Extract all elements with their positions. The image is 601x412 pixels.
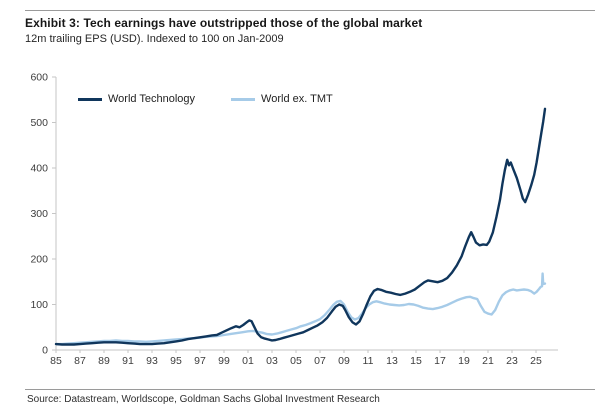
y-tick-label: 600 [30, 72, 48, 84]
legend-label-world-technology: World Technology [108, 93, 196, 105]
legend-item-world-technology: World Technology [78, 93, 195, 105]
exhibit-title: Exhibit 3: Tech earnings have outstrippe… [25, 16, 423, 30]
x-tick-label: 01 [242, 355, 254, 367]
eps-line-chart: 0 100 200 300 400 500 600 85 87 89 91 93 95 97 99 01 03 0… [30, 72, 558, 367]
x-tick-label: 05 [290, 355, 302, 367]
x-tick-label: 09 [338, 355, 350, 367]
y-tick-label: 400 [30, 163, 48, 175]
series-line-world-technology [54, 107, 547, 346]
source-note: Source: Datastream, Worldscope, Goldman … [27, 394, 380, 405]
x-tick-label: 95 [170, 355, 182, 367]
exhibit-subtitle: 12m trailing EPS (USD). Indexed to 100 o… [25, 33, 284, 45]
x-tick-label: 23 [506, 355, 518, 367]
x-tick-label: 13 [386, 355, 398, 367]
series-line-world-ex-tmt [54, 272, 547, 346]
chart-area: 0 100 200 300 400 500 600 85 87 89 91 93 95 97 99 01 03 0… [0, 55, 601, 385]
x-tick-label: 87 [74, 355, 86, 367]
world-technology-line-swatch [78, 97, 102, 101]
world-ex-tmt-line-swatch [231, 97, 256, 101]
bottom-divider [25, 389, 595, 390]
y-tick-label: 200 [30, 254, 48, 266]
legend-item-world-ex-tmt: World ex. TMT [231, 93, 333, 105]
x-tick-label: 85 [50, 355, 62, 367]
x-tick-label: 25 [530, 355, 542, 367]
x-tick-label: 91 [122, 355, 134, 367]
x-tick-label: 19 [458, 355, 470, 367]
x-tick-label: 93 [146, 355, 158, 367]
y-tick-label: 100 [30, 299, 48, 311]
x-tick-label: 99 [218, 355, 230, 367]
x-tick-label: 11 [363, 355, 374, 367]
y-tick-label: 500 [30, 117, 48, 129]
x-tick-label: 89 [98, 355, 110, 367]
x-tick-label: 03 [266, 355, 278, 367]
x-tick-label: 97 [194, 355, 206, 367]
top-divider [25, 10, 595, 11]
x-tick-label: 15 [410, 355, 422, 367]
legend-label-world-ex-tmt: World ex. TMT [261, 93, 333, 105]
chart-legend: World Technology World ex. TMT [78, 93, 333, 105]
x-tick-label: 21 [482, 355, 494, 367]
x-tick-label: 07 [314, 355, 326, 367]
y-tick-label: 300 [30, 208, 48, 220]
x-tick-label: 17 [434, 355, 446, 367]
y-tick-label: 0 [42, 345, 48, 357]
